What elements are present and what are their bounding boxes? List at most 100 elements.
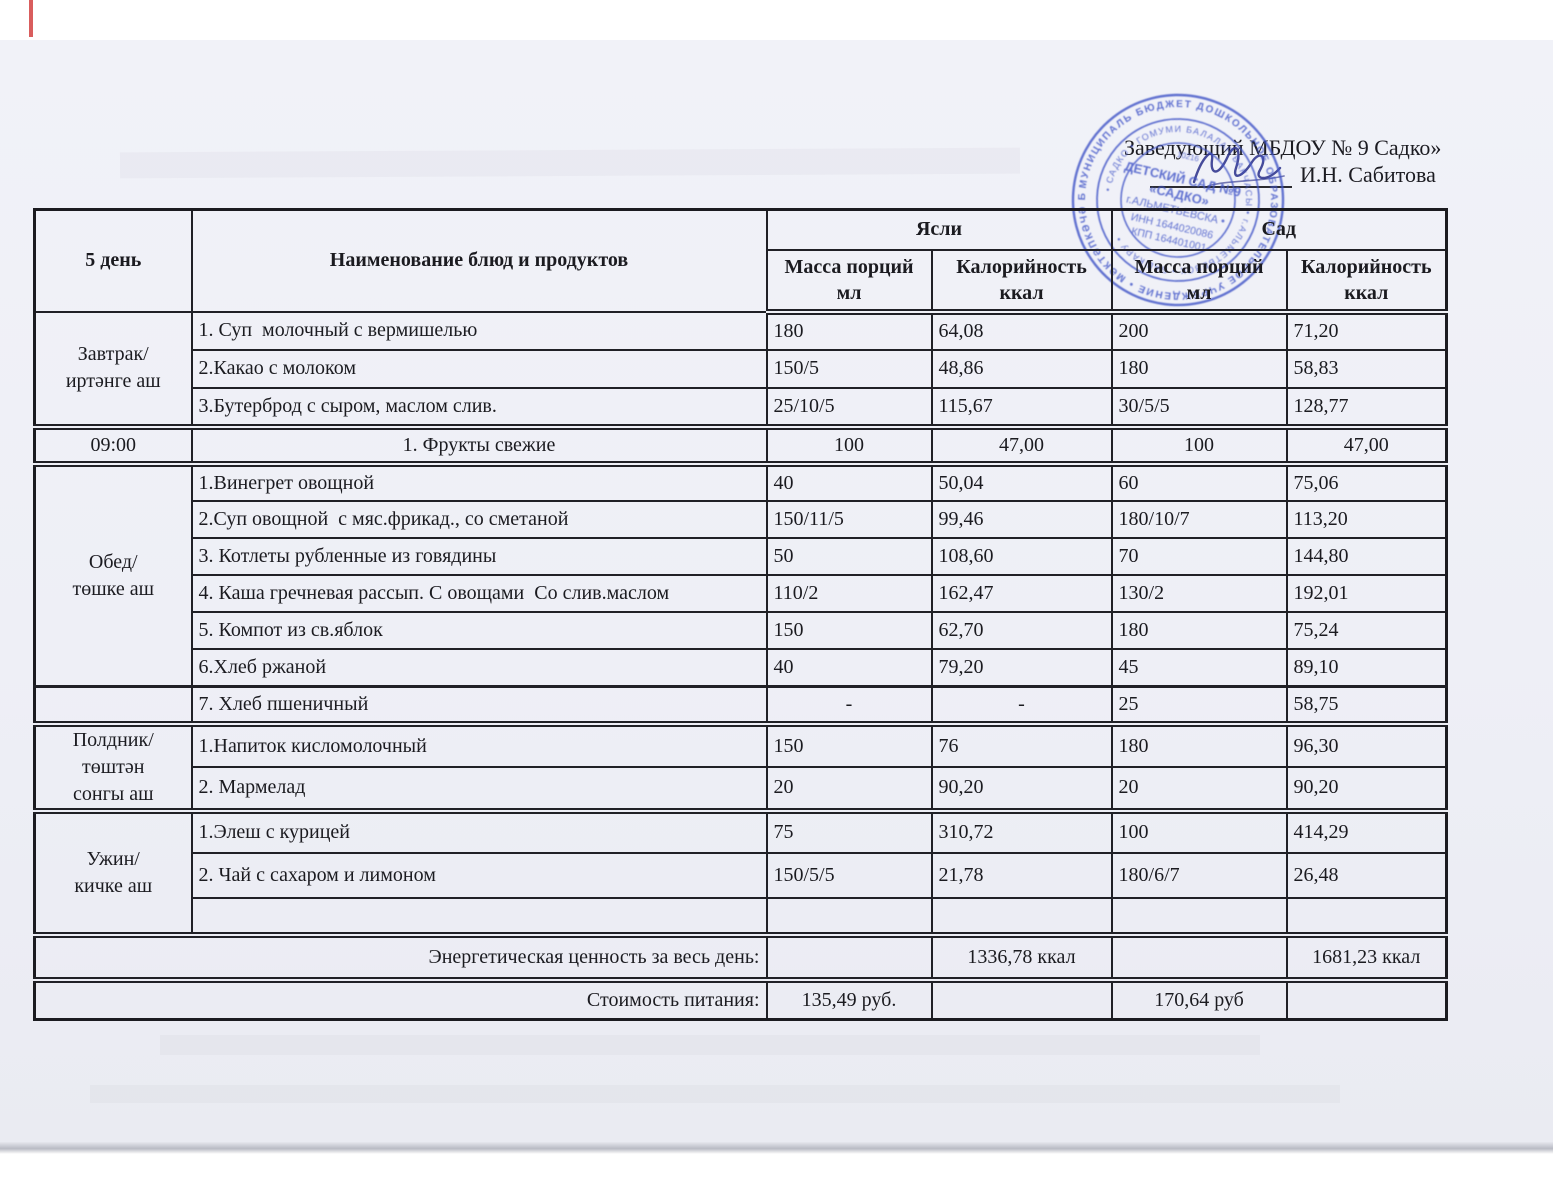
table-row: 6.Хлеб ржаной 40 79,20 45 89,10 — [35, 647, 1448, 688]
table-row: Ужин/ кичке аш 1.Элеш с курицей 75 310,7… — [33, 809, 1448, 938]
garden-cal: 75,06 — [1285, 462, 1448, 502]
nursery-cal: 48,86 — [930, 348, 1113, 389]
garden-mass: 200 — [1110, 310, 1288, 351]
garden-mass: 130/2 — [1110, 573, 1288, 613]
header-group-nursery: Ясли — [765, 208, 1113, 251]
garden-cal: 128,77 — [1285, 386, 1448, 430]
garden-cal: 58,75 — [1285, 685, 1448, 727]
energy-total-label: Энергетическая ценность за весь день: — [33, 933, 768, 983]
garden-mass: 45 — [1110, 647, 1288, 688]
header-day: 5 день — [33, 208, 193, 313]
table-row: Стоимость питания: 135,49 руб. 170,64 ру… — [33, 978, 1448, 1021]
nursery-mass: 180 — [765, 310, 933, 351]
header-nursery-mass: Масса порций мл — [765, 248, 933, 315]
table-row: 3. Котлеты рубленные из говядины 50 108,… — [35, 536, 1448, 576]
table-row: 2. Чай с сахаром и лимоном 150/5/5 21,78… — [35, 851, 1448, 898]
nursery-cal: 162,47 — [930, 573, 1113, 613]
nursery-mass: 75 — [765, 809, 933, 854]
garden-mass: 180 — [1110, 348, 1288, 389]
energy-total-nursery: 1336,78 ккал — [930, 933, 1113, 983]
nursery-cal: 115,67 — [930, 386, 1113, 430]
table-row: Энергетическая ценность за весь день: 13… — [33, 933, 1448, 983]
table-row: Завтрак/ иртәнге аш 1. Суп молочный с ве… — [33, 310, 1448, 430]
garden-mass: 70 — [1110, 536, 1288, 576]
nursery-mass: 50 — [765, 536, 933, 576]
garden-mass: 180 — [1110, 722, 1288, 768]
table-row: Полдник/ төштән сонгы аш 1.Напиток кисло… — [33, 722, 1448, 814]
garden-cal: 90,20 — [1285, 766, 1448, 814]
nursery-cal: 310,72 — [930, 809, 1113, 854]
empty-cell — [765, 896, 933, 938]
header-group-garden: Сад — [1110, 208, 1448, 251]
garden-mass: 180/6/7 — [1110, 851, 1288, 898]
table-row: Обед/ төшке аш 1.Винегрет овощной 40 50,… — [33, 462, 1448, 688]
garden-mass: 20 — [1110, 766, 1288, 814]
section-label-0900: 09:00 — [33, 425, 193, 467]
nursery-mass: 150 — [765, 610, 933, 650]
garden-cal: 414,29 — [1285, 809, 1448, 854]
nursery-mass: 110/2 — [765, 573, 933, 613]
section-label-empty — [33, 685, 193, 727]
garden-cal: 47,00 — [1285, 425, 1448, 467]
dish-name: 6.Хлеб ржаной — [190, 647, 768, 688]
table-row: 4. Каша гречневая рассып. С овощами Со с… — [35, 573, 1448, 613]
table-row — [35, 896, 1448, 938]
food-cost-garden: 170,64 руб — [1110, 978, 1288, 1021]
red-scan-mark — [29, 0, 33, 37]
nursery-cal: 90,20 — [930, 766, 1113, 814]
garden-cal: 89,10 — [1285, 647, 1448, 688]
nursery-cal: 76 — [930, 722, 1113, 768]
food-cost-nursery: 135,49 руб. — [765, 978, 933, 1021]
section-label-breakfast: Завтрак/ иртәнге аш — [33, 310, 193, 430]
section-label-lunch: Обед/ төшке аш — [33, 462, 193, 688]
daily-menu-table: 5 день Наименование блюд и продуктов Ясл… — [33, 208, 1449, 1021]
garden-cal: 96,30 — [1285, 722, 1448, 768]
header-dish-name: Наименование блюд и продуктов — [190, 208, 768, 313]
header-garden-mass: Масса порций мл — [1110, 248, 1288, 315]
garden-cal: 192,01 — [1285, 573, 1448, 613]
dish-name: 2.Какао с молоком — [190, 348, 768, 389]
section-label-snack: Полдник/ төштән сонгы аш — [33, 722, 193, 814]
garden-cal: 58,83 — [1285, 348, 1448, 389]
garden-cal: 71,20 — [1285, 310, 1448, 351]
garden-mass: 25 — [1110, 685, 1288, 727]
empty-cell — [190, 896, 768, 938]
dish-name: 2. Чай с сахаром и лимоном — [190, 851, 768, 898]
energy-total-garden: 1681,23 ккал — [1285, 933, 1448, 983]
table-row: 2. Мармелад 20 90,20 20 90,20 — [35, 766, 1448, 814]
dish-name: 1. Суп молочный с вермишелью — [190, 310, 768, 351]
empty-cell — [1285, 896, 1448, 938]
dish-name: 3.Бутерброд с сыром, маслом слив. — [190, 386, 768, 430]
nursery-cal: 62,70 — [930, 610, 1113, 650]
nursery-mass: 40 — [765, 647, 933, 688]
nursery-cal: 108,60 — [930, 536, 1113, 576]
table-row: 2.Какао с молоком 150/5 48,86 180 58,83 — [35, 348, 1448, 389]
dish-name: 5. Компот из св.яблок — [190, 610, 768, 650]
paper-bottom-edge — [0, 1142, 1553, 1154]
garden-cal: 26,48 — [1285, 851, 1448, 898]
nursery-cal: 79,20 — [930, 647, 1113, 688]
garden-mass: 60 — [1110, 462, 1288, 502]
dish-name: 1.Элеш с курицей — [190, 809, 768, 854]
garden-mass: 30/5/5 — [1110, 386, 1288, 430]
garden-cal: 144,80 — [1285, 536, 1448, 576]
table-row: 5. Компот из св.яблок 150 62,70 180 75,2… — [35, 610, 1448, 650]
empty-cell — [930, 978, 1113, 1021]
nursery-mass: 150/5/5 — [765, 851, 933, 898]
table-row: 5 день Наименование блюд и продуктов Ясл… — [33, 208, 1448, 313]
garden-mass: 100 — [1110, 425, 1288, 467]
dish-name: 1.Винегрет овощной — [190, 462, 768, 502]
dish-name: 1. Фрукты свежие — [190, 425, 768, 467]
nursery-mass: 150/11/5 — [765, 499, 933, 539]
table-row: 2.Суп овощной с мяс.фрикад., со сметаной… — [35, 499, 1448, 539]
dish-name: 2. Мармелад — [190, 766, 768, 814]
nursery-cal: 64,08 — [930, 310, 1113, 351]
nursery-mass: 150 — [765, 722, 933, 768]
signature-scribble — [1192, 146, 1285, 187]
nursery-mass: - — [765, 685, 933, 727]
dish-name: 2.Суп овощной с мяс.фрикад., со сметаной — [190, 499, 768, 539]
nursery-cal: 50,04 — [930, 462, 1113, 502]
food-cost-label: Стоимость питания: — [33, 978, 768, 1021]
nursery-mass: 40 — [765, 462, 933, 502]
empty-cell — [1110, 896, 1288, 938]
